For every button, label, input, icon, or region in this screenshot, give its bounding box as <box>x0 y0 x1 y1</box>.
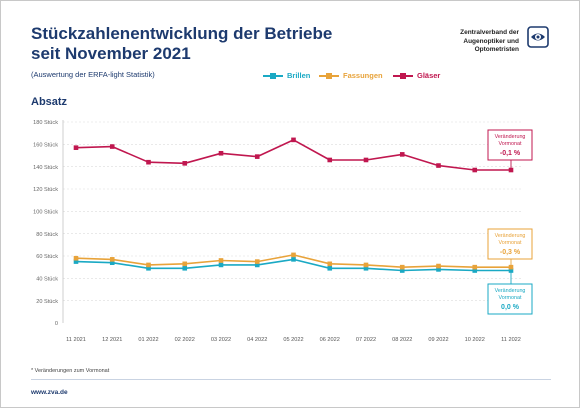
data-point-brillen <box>73 259 79 264</box>
data-point-fassungen <box>291 252 296 258</box>
data-point-glaeser <box>291 137 296 143</box>
data-point-fassungen <box>254 259 260 264</box>
page-title: Stückzahlenentwicklung der Betriebe seit… <box>31 24 333 63</box>
y-tick-label: 0 <box>55 321 58 327</box>
x-tick-label: 08 2022 <box>392 337 412 343</box>
organization-name: Zentralverband der Augenoptiker und Opto… <box>460 29 519 53</box>
footnote: * Veränderungen zum Vormonat <box>31 368 110 374</box>
data-point-glaeser <box>399 152 405 157</box>
y-tick-label: 20 Stück <box>36 299 58 305</box>
series-line-glaeser <box>75 139 511 171</box>
data-point-glaeser <box>254 154 260 159</box>
legend-label-glaeser: Gläser <box>417 71 441 80</box>
data-point-brillen <box>218 262 224 268</box>
data-point-brillen <box>399 268 405 273</box>
x-tick-label: 11 2022 <box>501 337 521 343</box>
data-point-glaeser <box>182 161 188 166</box>
legend-item-brillen: Brillen <box>263 71 310 80</box>
legend-swatch-fassungen <box>319 72 339 80</box>
x-tick-label: 11 2021 <box>66 337 86 343</box>
data-point-brillen <box>109 260 115 265</box>
x-tick-label: 10 2022 <box>465 337 485 343</box>
data-point-glaeser <box>472 167 478 173</box>
annotation-label-brillen: Veränderung <box>495 288 526 294</box>
annotation-label-glaeser: Vormonat <box>498 141 522 147</box>
legend-label-brillen: Brillen <box>287 71 311 80</box>
x-tick-label: 07 2022 <box>356 337 376 343</box>
data-point-fassungen <box>146 262 151 268</box>
data-point-fassungen <box>472 264 478 270</box>
data-point-glaeser <box>73 145 79 150</box>
annotation-label-fassungen: Veränderung <box>495 233 526 239</box>
x-tick-label: 12 2021 <box>102 337 122 343</box>
data-point-fassungen <box>218 258 224 263</box>
footer-url: www.zva.de <box>31 389 68 396</box>
data-point-glaeser <box>363 157 369 163</box>
annotation-box-brillen <box>487 283 533 315</box>
legend-swatch-brillen <box>263 72 283 80</box>
x-tick-label: 03 2022 <box>211 337 231 343</box>
y-tick-label: 140 Stück <box>33 165 58 171</box>
data-point-brillen <box>254 262 260 268</box>
annotation-value-glaeser: -0,1 % <box>500 150 521 157</box>
legend-item-fassungen: Fassungen <box>319 71 383 80</box>
data-point-fassungen <box>182 261 188 267</box>
annotation-box-fassungen <box>487 228 533 260</box>
data-point-brillen <box>291 257 296 262</box>
annotation-label-fassungen: Vormonat <box>498 240 522 246</box>
data-point-glaeser <box>109 144 115 149</box>
annotation-value-brillen: 0,0 % <box>501 304 520 311</box>
page-subtitle: (Auswertung der ERFA-light Statistik) <box>31 70 155 79</box>
data-point-brillen <box>363 265 369 271</box>
x-tick-label: 02 2022 <box>175 337 195 343</box>
legend-label-fassungen: Fassungen <box>343 71 383 80</box>
footer-divider <box>31 379 551 380</box>
data-point-glaeser <box>218 150 224 156</box>
y-tick-label: 60 Stück <box>36 254 58 260</box>
data-point-brillen <box>472 268 478 273</box>
data-point-fassungen <box>327 261 333 267</box>
data-point-fassungen <box>399 264 405 270</box>
data-point-fassungen <box>436 263 441 269</box>
x-tick-label: 06 2022 <box>320 337 340 343</box>
data-point-brillen <box>146 265 151 271</box>
section-label: Absatz <box>31 96 68 108</box>
y-tick-label: 80 Stück <box>36 232 58 238</box>
x-tick-label: 09 2022 <box>428 337 448 343</box>
data-point-fassungen <box>508 264 514 270</box>
data-point-fassungen <box>363 262 369 268</box>
data-point-glaeser <box>436 163 441 168</box>
data-point-fassungen <box>109 257 115 262</box>
legend-item-glaeser: Gläser <box>393 71 440 80</box>
y-tick-label: 120 Stück <box>33 187 58 193</box>
eye-logo-icon <box>527 26 549 48</box>
annotation-box-glaeser <box>487 129 533 161</box>
y-tick-label: 40 Stück <box>36 277 58 283</box>
y-tick-label: 180 Stück <box>33 120 58 126</box>
x-tick-label: 01 2022 <box>138 337 158 343</box>
legend-swatch-glaeser <box>393 72 413 80</box>
x-tick-label: 04 2022 <box>247 337 267 343</box>
annotation-value-fassungen: -0,3 % <box>500 249 521 256</box>
x-tick-label: 05 2022 <box>283 337 303 343</box>
data-point-fassungen <box>73 255 79 261</box>
annotation-label-brillen: Vormonat <box>498 295 522 301</box>
y-tick-label: 160 Stück <box>33 143 58 149</box>
data-point-brillen <box>327 265 333 271</box>
data-point-glaeser <box>327 157 333 163</box>
data-point-brillen <box>436 267 441 272</box>
data-point-glaeser <box>146 159 151 165</box>
y-tick-label: 100 Stück <box>33 210 58 216</box>
data-point-brillen <box>182 265 188 271</box>
annotation-label-glaeser: Veränderung <box>495 134 526 140</box>
